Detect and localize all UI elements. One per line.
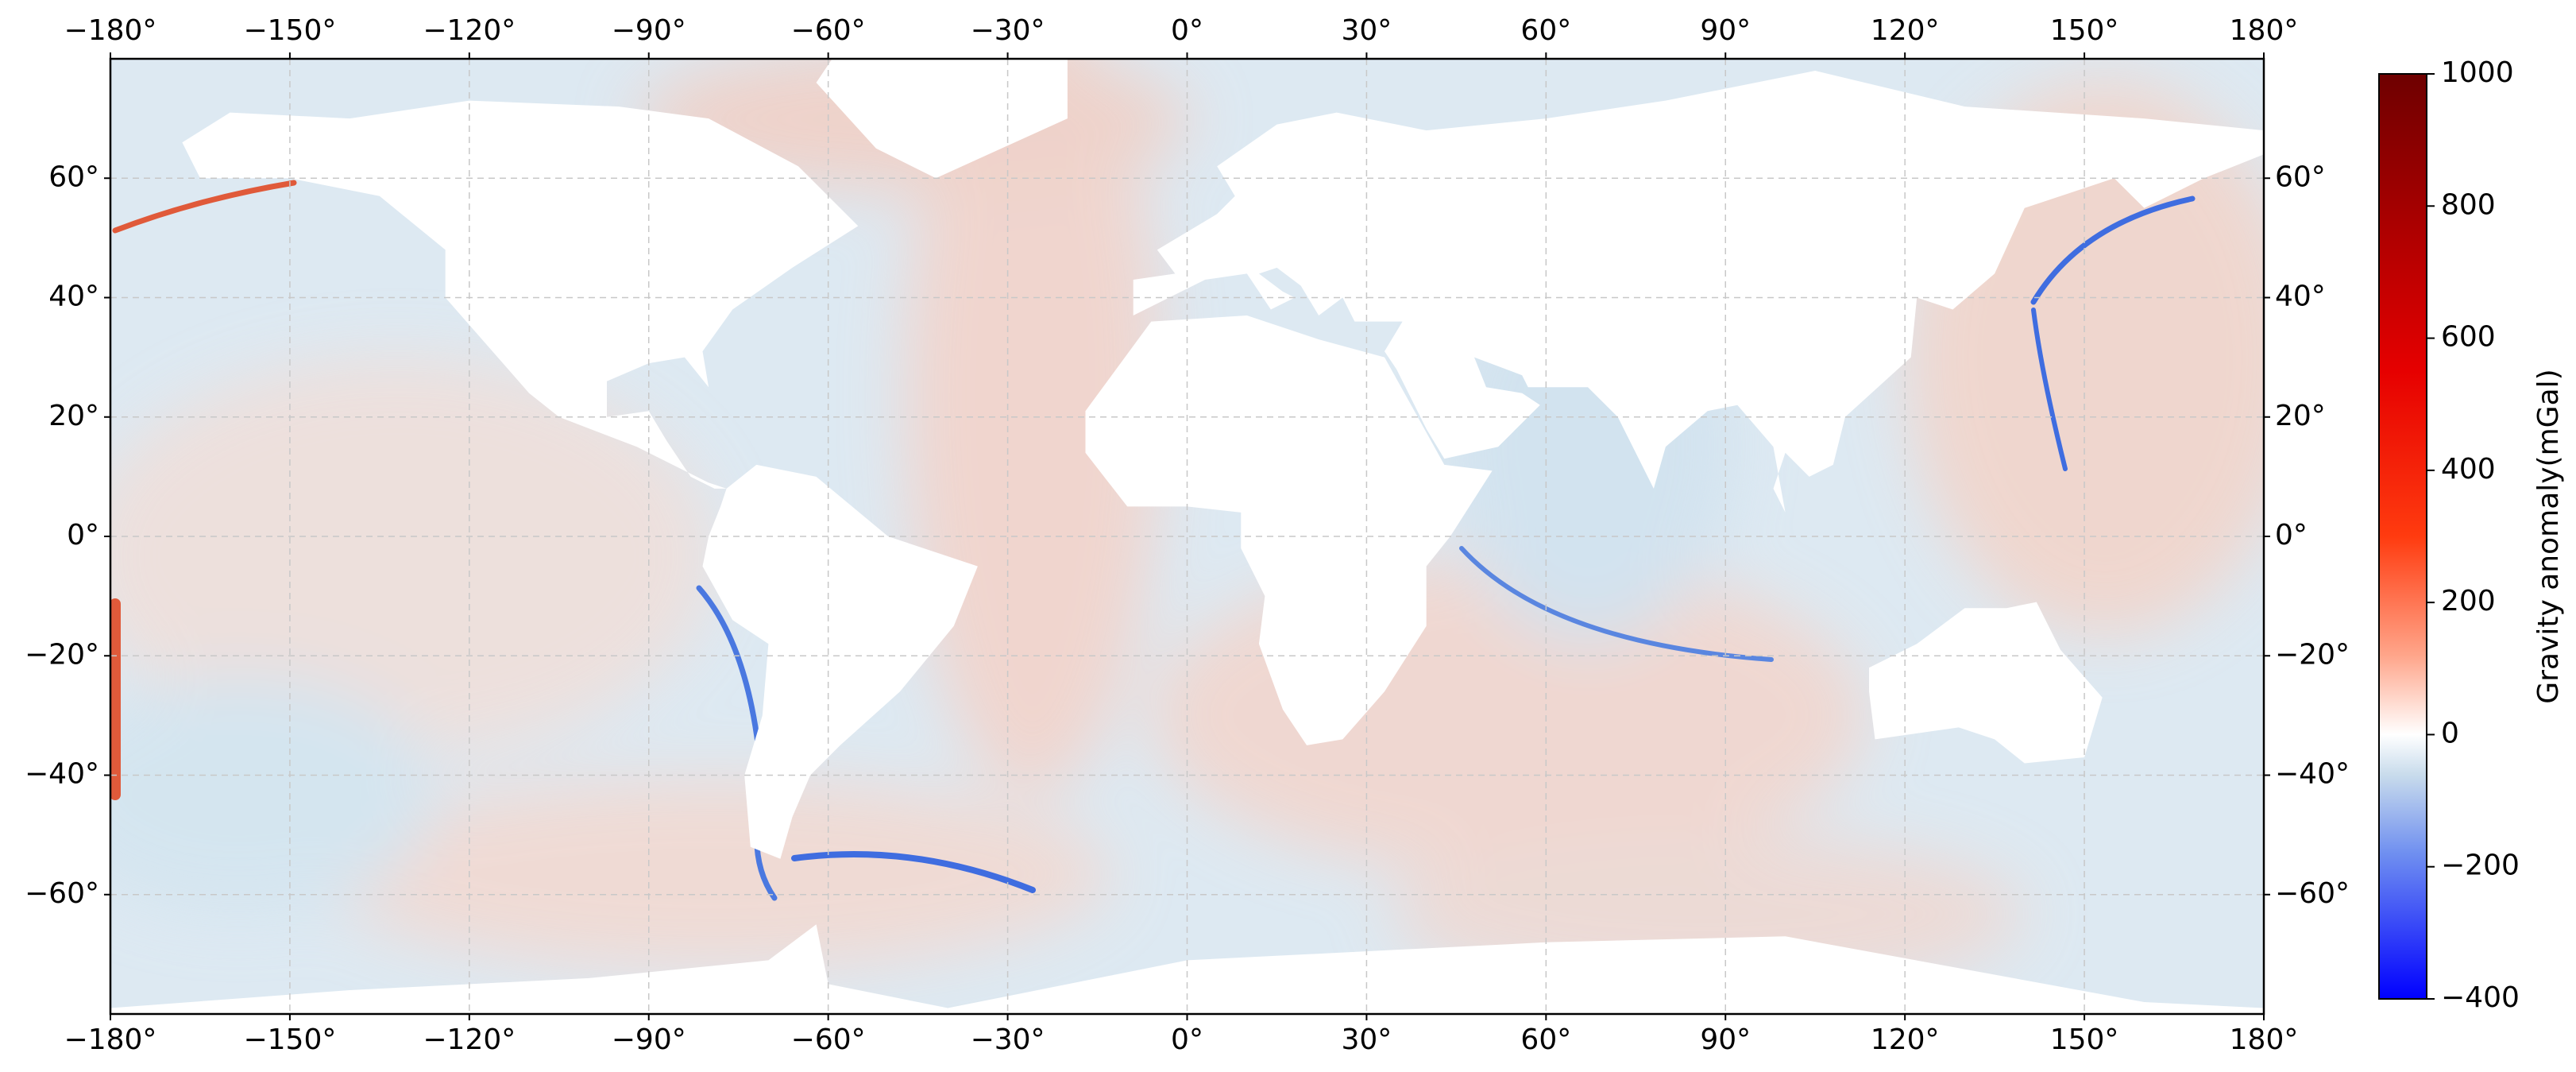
x-tick-label: 30° (1342, 1024, 1392, 1056)
ticks: −180° −180° −150° −150° −120° −120° −90° −90° −6… (25, 14, 2350, 1056)
colorbar-tick-label: 1000 (2441, 56, 2514, 89)
x-tick-label: −120° (423, 14, 516, 47)
x-tick-label: −180° (64, 1024, 157, 1056)
map-area (110, 59, 2264, 1014)
landmass (1133, 71, 2264, 513)
x-tick-label: −180° (64, 14, 157, 47)
landmass (1085, 315, 1493, 745)
y-tick-label: 60° (2275, 161, 2326, 193)
x-tick-label: 30° (1342, 14, 1392, 47)
colorbar (2378, 73, 2427, 1000)
x-tick-label: 90° (1700, 1024, 1751, 1056)
y-tick-label: 40° (2275, 281, 2326, 313)
x-tick-label: 180° (2230, 1024, 2299, 1056)
x-tick-label: 60° (1520, 1024, 1571, 1056)
land (110, 59, 2264, 1014)
landmass (816, 59, 1068, 179)
y-tick-label: −40° (2275, 758, 2350, 791)
x-tick-label: 90° (1700, 14, 1751, 47)
y-tick-label: 60° (48, 161, 99, 193)
y-tick-label: 0° (67, 519, 99, 551)
y-tick-label: 20° (2275, 400, 2326, 432)
x-tick-label: 0° (1171, 1024, 1203, 1056)
landmass (702, 464, 978, 859)
grid (110, 59, 2265, 1014)
colorbar-tick-label: 0 (2441, 717, 2459, 749)
trenches (110, 180, 2196, 901)
y-tick-label: −60° (25, 877, 99, 910)
y-tick-label: −40° (25, 758, 99, 791)
y-tick-label: −20° (25, 638, 99, 671)
landmass (182, 100, 859, 489)
x-tick-label: 180° (2230, 14, 2299, 47)
x-tick-label: −30° (971, 1024, 1045, 1056)
x-tick-label: −60° (791, 14, 866, 47)
colorbar-tick-label: −200 (2441, 849, 2520, 882)
y-tick-label: 40° (48, 281, 99, 313)
x-tick-label: −90° (612, 14, 686, 47)
colorbar-label: Gravity anomaly(mGal) (2532, 369, 2565, 703)
y-tick-label: −20° (2275, 638, 2350, 671)
y-tick-label: 20° (48, 400, 99, 432)
x-tick-label: −150° (243, 1024, 336, 1056)
landmass (110, 924, 2264, 1014)
x-tick-label: −120° (423, 1024, 516, 1056)
colorbar-tick-label: 800 (2441, 188, 2496, 221)
x-tick-label: 150° (2050, 14, 2119, 47)
x-tick-label: 0° (1171, 14, 1203, 47)
colorbar-tick-label: 600 (2441, 321, 2496, 354)
x-tick-label: 60° (1520, 14, 1571, 47)
colorbar-tick-label: 200 (2441, 585, 2496, 617)
x-tick-label: −90° (612, 1024, 686, 1056)
colorbar-tick-label: 400 (2441, 453, 2496, 486)
x-tick-label: −60° (791, 1024, 866, 1056)
y-tick-label: −60° (2275, 877, 2350, 910)
landmass (1869, 602, 2103, 764)
x-tick-label: 120° (1871, 14, 1940, 47)
y-tick-label: 0° (2275, 519, 2308, 551)
x-tick-label: 150° (2050, 1024, 2119, 1056)
x-tick-label: 120° (1871, 1024, 1940, 1056)
colorbar-tick-label: −400 (2441, 981, 2520, 1014)
x-tick-label: −30° (971, 14, 1045, 47)
x-tick-label: −150° (243, 14, 336, 47)
